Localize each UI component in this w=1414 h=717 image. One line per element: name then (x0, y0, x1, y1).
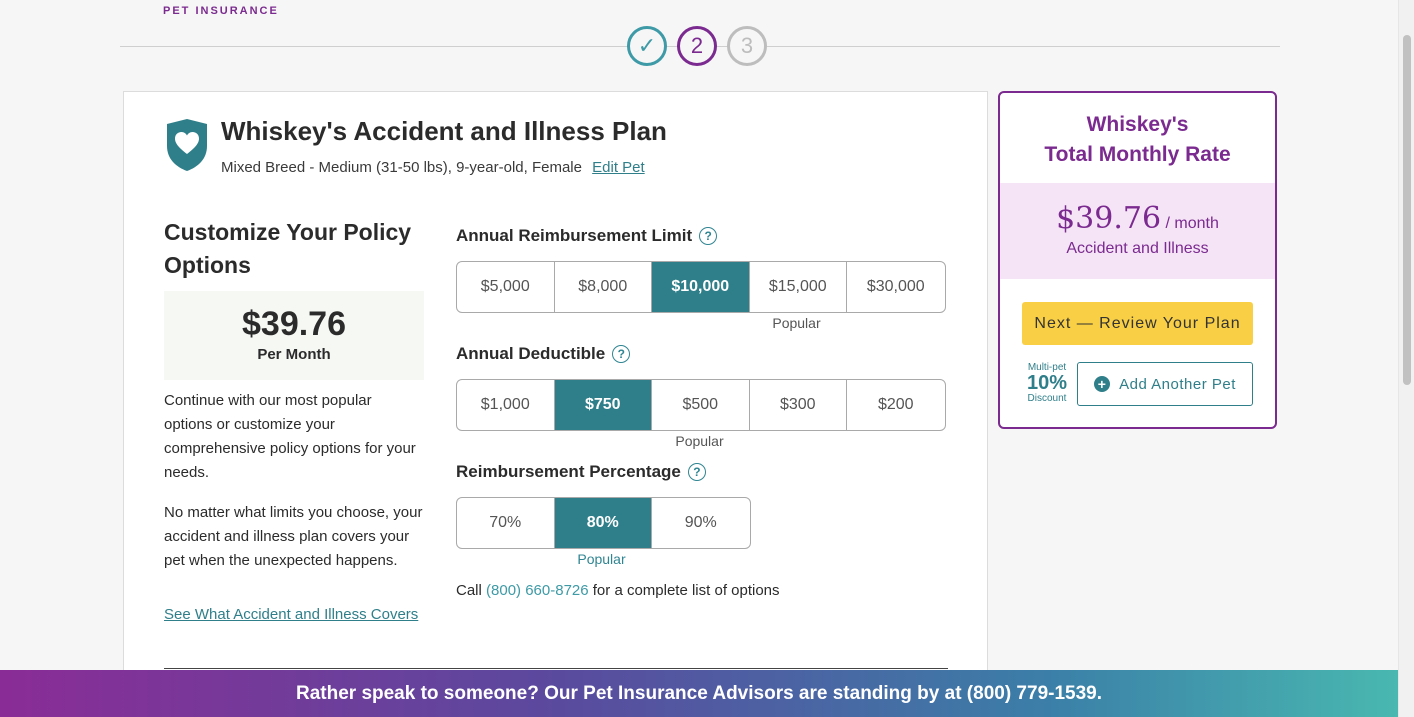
limit-option-selected[interactable]: $10,000 (652, 262, 750, 312)
see-coverage-link[interactable]: See What Accident and Illness Covers (164, 606, 419, 623)
brand-logo-text: PET INSURANCE (163, 5, 279, 17)
call-for-options: Call (800) 660-8726 for a complete list … (456, 582, 780, 599)
percentage-popular-tag: Popular (577, 551, 626, 567)
multi-pet-percent: 10% (1026, 372, 1068, 394)
scrollbar-thumb[interactable] (1403, 35, 1411, 385)
rate-card-title: Whiskey's Total Monthly Rate (1000, 110, 1275, 170)
discount-label: Discount (1027, 393, 1067, 404)
limit-label: Annual Reimbursement Limit ? (456, 226, 718, 246)
deductible-option-selected[interactable]: $750 (554, 380, 652, 430)
limit-option[interactable]: $8,000 (555, 262, 652, 312)
deductible-option[interactable]: $500 (652, 380, 750, 430)
plan-type: Accident and Illness (1066, 240, 1209, 257)
shield-heart-icon (167, 119, 207, 171)
monthly-price-box: $39.76 Per Month (164, 291, 424, 380)
call-prefix: Call (456, 582, 482, 599)
percentage-options: 70% 80% 90% (456, 497, 751, 549)
multi-pet-discount-badge: Multi-pet 10% Discount (1020, 362, 1074, 404)
limit-options: $5,000 $8,000 $10,000 $15,000 $30,000 (456, 261, 946, 313)
limit-option[interactable]: $5,000 (457, 262, 555, 312)
rate-band: $39.76 / month Accident and Illness (1000, 183, 1275, 279)
coverage-paragraph: No matter what limits you choose, your a… (164, 504, 423, 569)
percentage-option[interactable]: 90% (684, 514, 717, 531)
step-2-current: 2 (677, 26, 717, 66)
percentage-option-selected[interactable]: 80% (554, 498, 652, 548)
call-suffix: for a complete list of options (592, 582, 780, 599)
plan-title: Whiskey's Accident and Illness Plan (221, 116, 667, 146)
limit-label-text: Annual Reimbursement Limit (456, 226, 693, 245)
page-scrollbar[interactable] (1398, 0, 1414, 717)
pet-details-text: Mixed Breed - Medium (31-50 lbs), 9-year… (221, 159, 582, 176)
monthly-rate: $39.76 (1056, 201, 1162, 236)
advisor-banner: Rather speak to someone? Our Pet Insuran… (0, 670, 1398, 717)
deductible-label: Annual Deductible ? (456, 344, 631, 364)
customize-title: Customize Your Policy Options (164, 219, 412, 278)
step-1-complete-icon[interactable]: ✓ (627, 26, 667, 66)
deductible-popular-tag: Popular (675, 433, 724, 449)
percentage-label: Reimbursement Percentage ? (456, 462, 706, 482)
plus-circle-icon: + (1094, 376, 1111, 392)
divider (164, 668, 948, 669)
monthly-price: $39.76 (242, 305, 346, 343)
deductible-option[interactable]: $200 (877, 396, 914, 413)
price-period: Per Month (257, 346, 331, 363)
limit-popular-tag: Popular (772, 315, 821, 331)
deductible-option[interactable]: $1,000 (457, 380, 555, 430)
intro-paragraph: Continue with our most popular options o… (164, 392, 416, 481)
limit-option[interactable]: $30,000 (866, 278, 925, 295)
rate-card-heading: Total Monthly Rate (1044, 143, 1231, 166)
options-phone-link[interactable]: (800) 660-8726 (486, 582, 589, 599)
help-icon[interactable]: ? (612, 345, 631, 363)
help-icon[interactable]: ? (687, 463, 706, 481)
rate-card-pet-name: Whiskey's (1086, 113, 1189, 136)
rate-period: / month (1165, 215, 1219, 232)
percentage-option[interactable]: 70% (457, 498, 555, 548)
deductible-option[interactable]: $300 (750, 380, 847, 430)
help-icon[interactable]: ? (699, 227, 718, 245)
multi-pet-label: Multi-pet (1027, 362, 1067, 373)
next-review-plan-button[interactable]: Next — Review Your Plan (1022, 302, 1253, 345)
deductible-label-text: Annual Deductible (456, 344, 606, 363)
limit-option[interactable]: $15,000 (750, 262, 847, 312)
deductible-options: $1,000 $750 $500 $300 $200 (456, 379, 946, 431)
add-pet-label: Add Another Pet (1119, 375, 1236, 393)
edit-pet-link[interactable]: Edit Pet (592, 159, 645, 176)
add-another-pet-button[interactable]: + Add Another Pet (1077, 362, 1253, 406)
pet-details: Mixed Breed - Medium (31-50 lbs), 9-year… (221, 159, 645, 176)
total-rate-card: Whiskey's Total Monthly Rate $39.76 / mo… (998, 91, 1277, 429)
step-3-upcoming: 3 (727, 26, 767, 66)
percentage-label-text: Reimbursement Percentage (456, 462, 681, 481)
plan-card: Whiskey's Accident and Illness Plan Mixe… (123, 91, 988, 691)
